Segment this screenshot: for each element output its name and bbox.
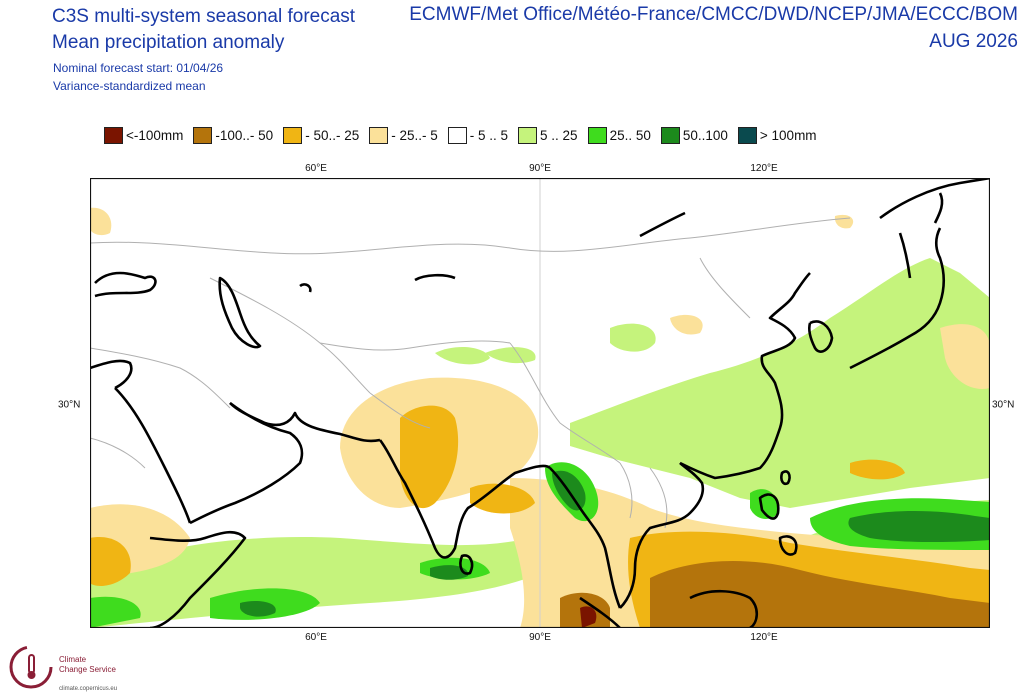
anomaly-region-dark-green [240,601,276,617]
lon-label-top-90e: 90°E [529,163,551,174]
precipitation-anomaly-map [90,178,990,628]
legend-item: > 100mm [737,126,817,144]
logo-ring-icon [9,645,53,689]
legend-swatch [587,126,607,144]
legend-swatch [283,126,303,144]
anomaly-region-dark-green [430,565,469,580]
legend-label: <-100mm [126,127,184,143]
anomaly-region-light-green [485,347,536,364]
legend-label: - 5 .. 5 [469,127,509,143]
lon-label-top-60e: 60°E [305,163,327,174]
lat-label-left-30n: 30°N [58,399,81,411]
method-text: Variance-standardized mean [53,79,206,93]
copernicus-logo [9,645,53,689]
thermometer-icon [28,654,35,674]
lon-label-top-120e: 120°E [750,163,778,174]
anomaly-region-pale-yellow [670,314,703,335]
legend-item: - 25..- 5 [369,126,438,144]
anomaly-region-pale-yellow [90,207,112,236]
legend-swatch [660,126,680,144]
legend-item: - 5 .. 5 [447,126,509,144]
legend-item: 50..100 [660,126,728,144]
anomaly-region-pale-yellow [940,324,990,389]
legend-item: <-100mm [104,126,184,144]
model-sources-text: ECMWF/Met Office/Météo-France/CMCC/DWD/N… [409,4,1018,25]
legend-label: 25.. 50 [609,127,651,143]
color-legend: <-100mm -100..- 50 - 50..- 25 - 25..- 5 … [104,124,827,146]
legend-item: - 50..- 25 [283,126,360,144]
coastlines [90,178,990,628]
anomaly-region-brown [650,560,990,628]
map-frame [90,178,990,628]
legend-label: - 25..- 5 [391,127,438,143]
lat-label-right-30n: 30°N [992,399,1015,411]
anomaly-region-dark-red [580,606,597,628]
anomaly-region-orange [90,537,131,586]
thermometer-bulb-icon [27,671,36,679]
legend-item: 5 .. 25 [518,126,578,144]
forecast-start-text: Nominal forecast start: 01/04/26 [53,61,224,75]
legend-swatch [369,126,389,144]
legend-item: -100..- 50 [193,126,274,144]
legend-item: 25.. 50 [587,126,651,144]
service-url: climate.copernicus.eu [59,686,118,692]
anomaly-region-orange [470,483,535,514]
country-borders [90,217,851,529]
anomaly-region-light-green [435,346,490,365]
anomaly-field [90,207,990,628]
legend-label: 5 .. 25 [540,127,578,143]
legend-label: > 100mm [759,127,817,143]
legend-swatch [518,126,538,144]
anomaly-region-light-green [570,258,990,508]
service-name: Climate Change Service [59,655,116,675]
anomaly-region-bright-green [750,489,779,520]
valid-period-text: AUG 2026 [929,31,1018,52]
legend-swatch [737,126,757,144]
lon-label-bottom-120e: 120°E [750,632,778,643]
service-name-line1: Climate [59,655,87,664]
map-svg [90,178,990,628]
anomaly-region-orange [850,459,905,480]
legend-swatch [447,126,467,144]
anomaly-region-bright-green [90,596,141,628]
legend-swatch [193,126,213,144]
map-title: C3S multi-system seasonal forecast [52,6,356,27]
legend-label: - 50..- 25 [305,127,360,143]
legend-label: -100..- 50 [215,127,274,143]
lon-label-bottom-90e: 90°E [529,632,551,643]
legend-label: 50..100 [682,127,728,143]
anomaly-region-light-green [610,323,656,352]
anomaly-region-dark-green [848,511,990,543]
legend-swatch [104,126,123,144]
lon-label-bottom-60e: 60°E [305,632,327,643]
map-subtitle-variable: Mean precipitation anomaly [52,32,285,53]
service-name-line2: Change Service [59,665,116,674]
anomaly-region-orange [400,405,459,509]
